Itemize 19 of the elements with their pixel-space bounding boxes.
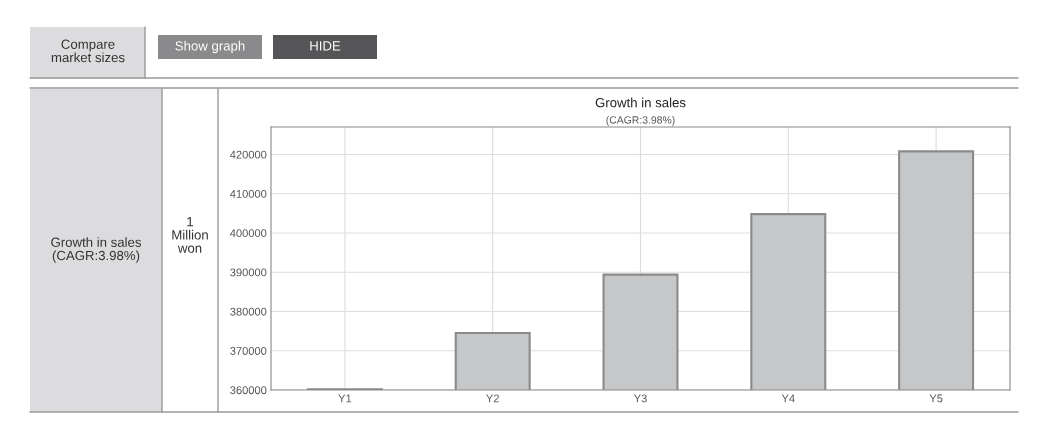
text: Compare market sizes xyxy=(51,39,125,63)
y-tick-label: 400000 xyxy=(230,229,267,238)
y-tick-label: 410000 xyxy=(230,190,267,198)
x-tick-label: Y1 xyxy=(338,394,352,403)
text: Growth in sales (CAGR:3.98%) xyxy=(51,237,141,263)
y-tick-label: 360000 xyxy=(230,386,267,395)
y-tick-label: 370000 xyxy=(230,347,267,355)
x-tick-label: Y3 xyxy=(633,394,647,403)
x-tick-label: Y4 xyxy=(781,394,795,403)
y-tick-label: 420000 xyxy=(230,150,267,159)
text: 1 Million won xyxy=(172,217,208,253)
x-tick-label: Y5 xyxy=(929,394,943,403)
chart-title: Growth in sales xyxy=(595,97,686,108)
text: HIDE xyxy=(310,41,341,51)
y-tick-label: 390000 xyxy=(230,268,267,277)
chart-subtitle: (CAGR:3.98%) xyxy=(606,115,675,126)
text: Show graph xyxy=(175,40,245,54)
x-tick-label: Y2 xyxy=(486,394,499,403)
y-tick-label: 380000 xyxy=(230,307,267,316)
